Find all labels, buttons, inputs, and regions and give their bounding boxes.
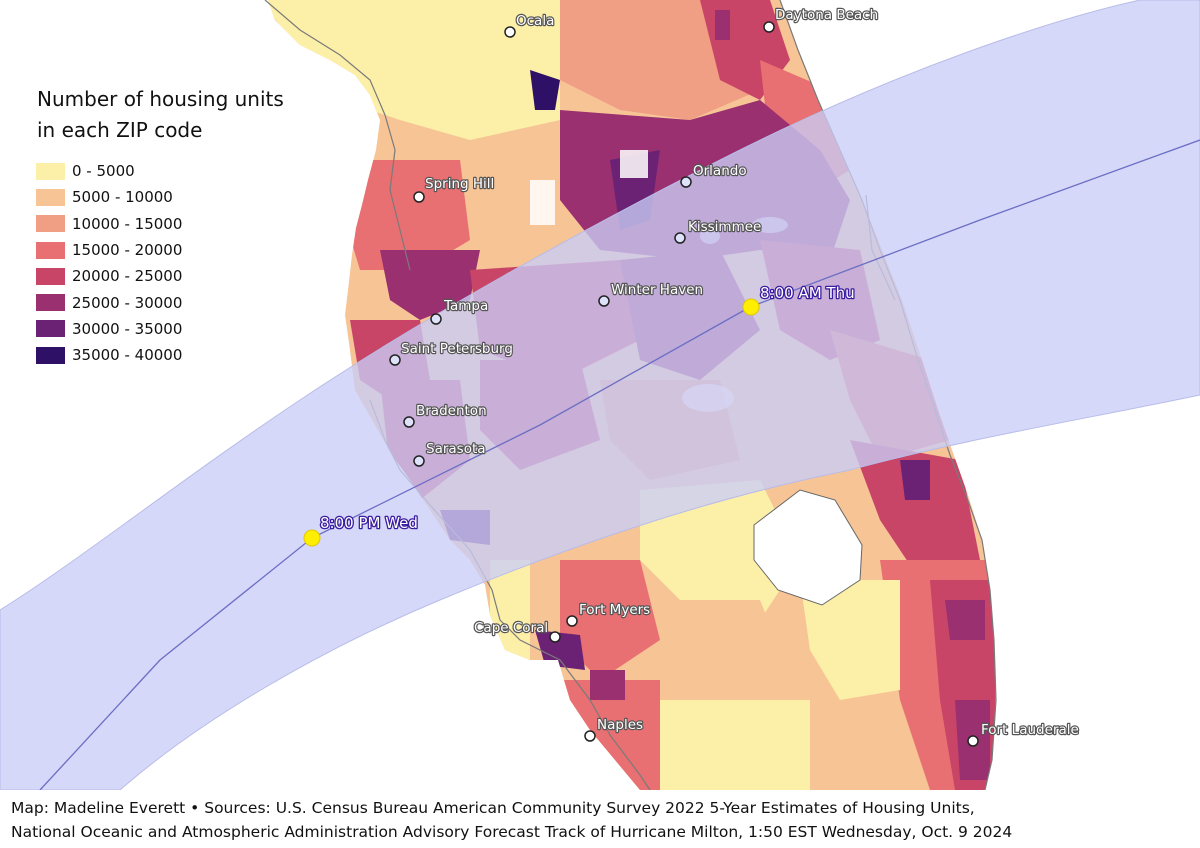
city-marker-tampa bbox=[430, 313, 442, 325]
city-label-bradenton: Bradenton bbox=[416, 403, 487, 419]
legend-swatch bbox=[36, 241, 65, 259]
legend-label: 5000 - 10000 bbox=[72, 188, 173, 207]
forecast-label-thu: 8:00 AM Thu bbox=[760, 284, 855, 302]
forecast-point-thu bbox=[742, 298, 760, 316]
legend-label: 30000 - 35000 bbox=[72, 319, 183, 338]
city-marker-fort-lauderale bbox=[967, 735, 979, 747]
credit-line-2: National Oceanic and Atmospheric Adminis… bbox=[11, 823, 1013, 841]
forecast-cone bbox=[0, 0, 1200, 790]
legend-swatch bbox=[36, 267, 65, 285]
city-marker-ocala bbox=[504, 26, 516, 38]
choropleth-map: 8:00 PM Wed 8:00 AM Thu Ocala Daytona Be… bbox=[0, 0, 1200, 790]
city-label-ocala: Ocala bbox=[516, 13, 554, 29]
city-label-fort-lauderale: Fort Lauderale bbox=[981, 722, 1079, 738]
city-marker-orlando bbox=[680, 176, 692, 188]
city-marker-fort-myers bbox=[566, 615, 578, 627]
legend-item: 0 - 5000 bbox=[36, 158, 284, 184]
legend-label: 15000 - 20000 bbox=[72, 241, 183, 260]
legend: Number of housing units in each ZIP code… bbox=[36, 84, 284, 368]
city-label-tampa: Tampa bbox=[443, 298, 488, 314]
city-markers: Ocala Daytona Beach Spring Hill Orlando … bbox=[389, 6, 1080, 747]
city-marker-winter-haven bbox=[598, 295, 610, 307]
legend-title: Number of housing units in each ZIP code bbox=[37, 87, 284, 142]
legend-swatch bbox=[36, 346, 65, 364]
city-marker-daytona-beach bbox=[763, 21, 775, 33]
city-label-kissimmee: Kissimmee bbox=[688, 219, 761, 235]
forecast-label-wed: 8:00 PM Wed bbox=[320, 514, 418, 532]
city-label-naples: Naples bbox=[597, 717, 643, 733]
legend-swatch bbox=[36, 162, 65, 180]
city-label-orlando: Orlando bbox=[693, 163, 747, 179]
city-label-spring-hill: Spring Hill bbox=[425, 176, 494, 192]
city-marker-saint-petersburg bbox=[389, 354, 401, 366]
forecast-track-line bbox=[39, 139, 1200, 790]
city-marker-sarasota bbox=[413, 455, 425, 467]
city-label-sarasota: Sarasota bbox=[426, 441, 486, 457]
legend-label: 25000 - 30000 bbox=[72, 293, 183, 312]
city-marker-cape-coral bbox=[549, 631, 561, 643]
legend-swatch bbox=[36, 294, 65, 312]
legend-item: 15000 - 20000 bbox=[36, 237, 284, 263]
legend-item: 20000 - 25000 bbox=[36, 263, 284, 289]
city-marker-spring-hill bbox=[413, 191, 425, 203]
legend-label: 35000 - 40000 bbox=[72, 346, 183, 365]
credit-line: Map: Madeline Everett • Sources: U.S. Ce… bbox=[11, 796, 1012, 844]
legend-swatch bbox=[36, 320, 65, 338]
legend-label: 20000 - 25000 bbox=[72, 267, 183, 286]
legend-item: 10000 - 15000 bbox=[36, 211, 284, 237]
city-label-daytona-beach: Daytona Beach bbox=[775, 7, 878, 23]
city-label-saint-petersburg: Saint Petersburg bbox=[401, 341, 513, 357]
city-marker-naples bbox=[584, 730, 596, 742]
city-marker-bradenton bbox=[403, 416, 415, 428]
legend-swatch bbox=[36, 188, 65, 206]
city-marker-kissimmee bbox=[674, 232, 686, 244]
legend-item: 35000 - 40000 bbox=[36, 342, 284, 368]
credit-line-1: Map: Madeline Everett • Sources: U.S. Ce… bbox=[11, 799, 975, 817]
forecast-point-wed bbox=[303, 529, 321, 547]
legend-label: 0 - 5000 bbox=[72, 162, 135, 181]
city-label-winter-haven: Winter Haven bbox=[611, 282, 703, 298]
legend-swatch bbox=[36, 215, 65, 233]
legend-label: 10000 - 15000 bbox=[72, 214, 183, 233]
city-label-fort-myers: Fort Myers bbox=[579, 602, 650, 618]
city-label-cape-coral: Cape Coral bbox=[474, 620, 548, 636]
legend-items: 0 - 5000 5000 - 10000 10000 - 15000 15000 -… bbox=[36, 158, 284, 368]
legend-item: 5000 - 10000 bbox=[36, 184, 284, 210]
legend-item: 25000 - 30000 bbox=[36, 289, 284, 315]
legend-item: 30000 - 35000 bbox=[36, 316, 284, 342]
